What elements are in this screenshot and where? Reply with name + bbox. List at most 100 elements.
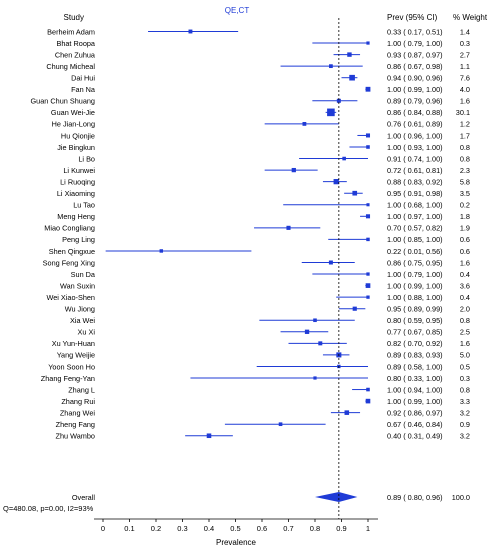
weight-value: 0.8 — [460, 385, 470, 394]
study-name: Lu Tao — [73, 201, 95, 210]
study-name: Li Bo — [78, 154, 95, 163]
x-tick-label: 1 — [366, 524, 370, 533]
point-marker — [365, 86, 371, 92]
point-marker — [366, 203, 370, 207]
x-tick-label: 0.3 — [177, 524, 187, 533]
study-name: Li Xiaoming — [57, 189, 95, 198]
point-marker — [328, 260, 333, 265]
study-name: Shen Qingxue — [49, 247, 95, 256]
point-marker — [366, 272, 370, 276]
study-row: Peng Ling 1.00 ( 0.85, 1.00) 0.6 — [62, 235, 470, 244]
weight-value: 1.7 — [460, 131, 470, 140]
overall-label: Overall — [72, 493, 95, 502]
point-marker — [278, 422, 283, 427]
point-marker — [342, 156, 346, 161]
study-row: Guan Chun Shuang 0.89 ( 0.79, 0.96) 1.6 — [30, 97, 470, 106]
ci-value: 1.00 ( 0.99, 1.00) — [387, 397, 443, 406]
point-marker — [304, 329, 310, 334]
point-marker — [365, 283, 371, 288]
weight-value: 0.2 — [460, 201, 470, 210]
study-name: Yang Weijie — [57, 351, 95, 360]
study-name: Chen Zuhua — [55, 50, 96, 59]
ci-value: 0.80 ( 0.59, 0.95) — [387, 316, 443, 325]
point-marker — [327, 108, 335, 117]
ci-value: 0.88 ( 0.83, 0.92) — [387, 177, 443, 186]
ci-value: 0.93 ( 0.87, 0.97) — [387, 50, 443, 59]
weight-value: 0.8 — [460, 143, 470, 152]
point-marker — [188, 29, 193, 34]
study-row: Chung Micheal 0.86 ( 0.67, 0.98) 1.1 — [46, 62, 470, 71]
weight-value: 30.1 — [456, 108, 470, 117]
overall-ci-value: 0.89 ( 0.80, 0.96) — [387, 493, 443, 502]
weight-value: 1.9 — [460, 224, 470, 233]
study-name: Wei Xiao-Shen — [46, 293, 95, 302]
weight-value: 7.6 — [460, 74, 470, 83]
point-marker — [349, 74, 355, 81]
weight-value: 0.6 — [460, 235, 470, 244]
overall-diamond — [315, 492, 358, 502]
ci-value: 0.86 ( 0.75, 0.95) — [387, 258, 443, 267]
ci-value: 0.80 ( 0.33, 1.00) — [387, 374, 443, 383]
point-marker — [344, 410, 350, 415]
study-name: Xu Yun-Huan — [52, 339, 95, 348]
study-name: Zhu Wambo — [56, 432, 95, 441]
study-name: Sun Da — [71, 270, 96, 279]
ci-value: 0.70 ( 0.57, 0.82) — [387, 224, 443, 233]
weight-value: 0.4 — [460, 293, 470, 302]
ci-value: 1.00 ( 0.99, 1.00) — [387, 85, 443, 94]
ci-value: 1.00 ( 0.93, 1.00) — [387, 143, 443, 152]
weight-value: 2.7 — [460, 50, 470, 59]
weight-value: 1.4 — [460, 27, 470, 36]
point-marker — [365, 133, 371, 138]
study-row: Zhu Wambo 0.40 ( 0.31, 0.49) 3.2 — [56, 432, 470, 441]
overall-weight-value: 100.0 — [452, 493, 470, 502]
study-row: Jie Bingkun 1.00 ( 0.93, 1.00) 0.8 — [57, 143, 470, 152]
x-tick-label: 0.9 — [336, 524, 346, 533]
ci-value: 1.00 ( 0.96, 1.00) — [387, 131, 443, 140]
study-row: Dai Hui 0.94 ( 0.90, 0.96) 7.6 — [71, 74, 470, 83]
study-row: Hu Qionjie 1.00 ( 0.96, 1.00) 1.7 — [61, 131, 470, 140]
weight-value: 3.6 — [460, 281, 470, 290]
ci-value: 1.00 ( 0.88, 1.00) — [387, 293, 443, 302]
x-axis: 0 0.1 0.2 0.3 0.4 0.5 0.6 0.7 0.8 0.9 1 — [94, 18, 378, 533]
ci-value: 0.22 ( 0.01, 0.56) — [387, 247, 443, 256]
weight-value: 0.6 — [460, 247, 470, 256]
weight-value: 1.6 — [460, 339, 470, 348]
chart-title: QE,CT — [225, 6, 250, 15]
study-name: Wu Jiong — [65, 305, 95, 314]
study-name: Zhang L — [68, 385, 95, 394]
point-marker — [159, 249, 164, 253]
study-name: Bhat Roopa — [56, 39, 95, 48]
point-marker — [366, 237, 370, 242]
ci-value: 1.00 ( 0.85, 1.00) — [387, 235, 443, 244]
study-row: Yang Weijie 0.89 ( 0.83, 0.93) 5.0 — [57, 351, 470, 360]
study-name: Yoon Soon Ho — [48, 362, 95, 371]
study-row: Xu Xi 0.77 ( 0.67, 0.85) 2.5 — [78, 328, 470, 337]
x-tick-label: 0.2 — [151, 524, 161, 533]
study-name: Guan Chun Shuang — [30, 97, 95, 106]
study-row: Song Feng Xing 0.86 ( 0.75, 0.95) 1.6 — [43, 258, 470, 267]
weight-value: 0.5 — [460, 362, 470, 371]
weight-value: 1.8 — [460, 212, 470, 221]
ci-value: 0.89 ( 0.83, 0.93) — [387, 351, 443, 360]
study-row: Li Ruoqing 0.88 ( 0.83, 0.92) 5.8 — [60, 177, 470, 186]
point-marker — [318, 341, 323, 346]
ci-value: 1.00 ( 0.99, 1.00) — [387, 281, 443, 290]
study-row: Bhat Roopa 1.00 ( 0.79, 1.00) 0.3 — [56, 39, 470, 48]
point-marker — [365, 398, 371, 404]
study-row: Zhang Rui 1.00 ( 0.99, 1.00) 3.3 — [61, 397, 470, 406]
heterogeneity-stats: Q=480.08, p=0.00, I2=93% — [3, 504, 94, 513]
study-rows: Berheim Adam 0.33 ( 0.17, 0.51) 1.4 Bhat Ro… — [30, 27, 470, 440]
point-marker — [302, 121, 307, 126]
x-tick-label: 0 — [101, 524, 105, 533]
study-row: Yoon Soon Ho 0.89 ( 0.58, 1.00) 0.5 — [48, 362, 470, 371]
study-name: Fan Na — [71, 85, 96, 94]
study-row: Wan Suxin 1.00 ( 0.99, 1.00) 3.6 — [60, 281, 470, 290]
point-marker — [291, 167, 296, 173]
ci-value: 0.92 ( 0.86, 0.97) — [387, 408, 443, 417]
point-marker — [366, 145, 370, 149]
ci-value: 1.00 ( 0.94, 1.00) — [387, 385, 443, 394]
study-row: Meng Heng 1.00 ( 0.97, 1.00) 1.8 — [57, 212, 470, 221]
study-row: Guan Wei-Jie 0.86 ( 0.84, 0.88) 30.1 — [51, 108, 470, 117]
study-row: Li Xiaoming 0.95 ( 0.91, 0.98) 3.5 — [57, 189, 470, 198]
